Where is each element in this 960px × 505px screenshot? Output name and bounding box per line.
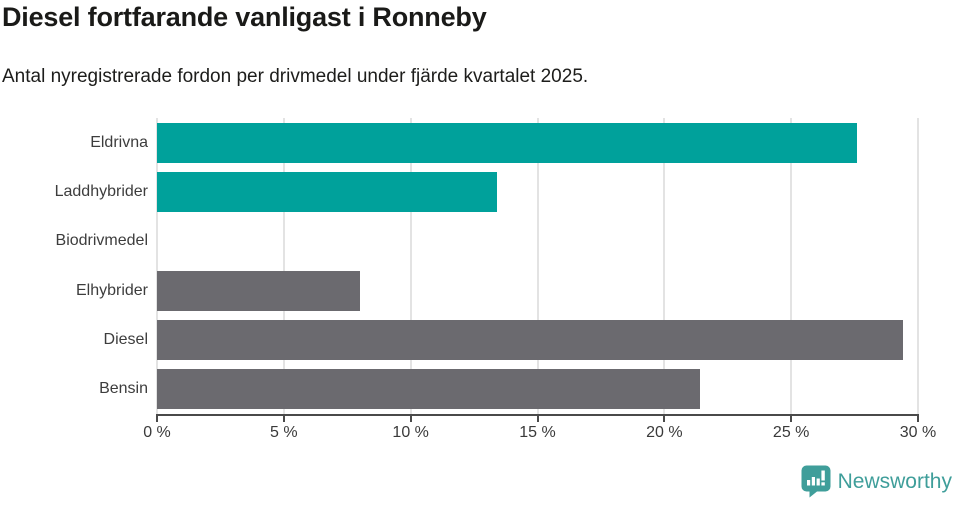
gridline: [917, 118, 919, 414]
gridline: [663, 118, 666, 414]
category-label-bensin: Bensin: [99, 380, 148, 398]
bar-row: [157, 167, 918, 216]
bar-eldrivna: [157, 122, 858, 163]
x-axis-line: [156, 414, 919, 416]
x-tick-label: 10 %: [392, 424, 429, 441]
category-label-biodrivmedel: Biodrivmedel: [55, 232, 148, 250]
x-tick-label: 0 %: [143, 424, 171, 441]
x-axis-tick: [282, 416, 285, 422]
category-label-diesel: Diesel: [103, 330, 148, 348]
x-axis-tick: [663, 416, 666, 422]
x-tick-label: 15 %: [519, 424, 556, 441]
gridline: [790, 118, 793, 414]
newsworthy-chart-bubble-icon: [801, 465, 831, 498]
bar-row: [157, 266, 918, 315]
bar-laddhybrider: [157, 171, 497, 212]
gridline: [536, 118, 539, 414]
x-axis-tick: [917, 416, 919, 422]
bar-row: [157, 365, 918, 414]
x-tick-label: 25 %: [772, 424, 810, 441]
brand-logo-link[interactable]: Newsworthy: [801, 465, 952, 498]
x-axis-tick: [409, 416, 412, 422]
plot-area: [156, 118, 919, 414]
y-axis-category-labels: Eldrivna Laddhybrider Biodrivmedel Elhybrid…: [0, 118, 148, 414]
x-axis-tick: [790, 416, 793, 422]
category-label-eldrivna: Eldrivna: [90, 133, 148, 151]
category-label-elhybrider: Elhybrider: [75, 281, 148, 299]
bar-row: [157, 315, 918, 364]
x-tick-label: 30 %: [899, 424, 937, 441]
gridline: [156, 118, 158, 414]
category-label-laddhybrider: Laddhybrider: [54, 182, 148, 200]
bar-row: [157, 118, 918, 167]
gridline: [282, 118, 285, 414]
bar-bensin: [157, 369, 700, 410]
bar-row: [157, 217, 918, 266]
chart-title: Diesel fortfarande vanligast i Ronneby: [2, 2, 487, 32]
x-tick-label: 5 %: [270, 424, 298, 441]
bar-elhybrider: [157, 270, 360, 311]
gridline: [409, 118, 412, 414]
brand-name: Newsworthy: [837, 469, 952, 493]
chart-subtitle: Antal nyregistrerade fordon per drivmede…: [2, 66, 589, 87]
x-tick-label: 20 %: [646, 424, 683, 441]
bar-diesel: [157, 319, 903, 360]
x-axis-tick: [536, 416, 539, 422]
x-axis-tick: [156, 416, 158, 422]
